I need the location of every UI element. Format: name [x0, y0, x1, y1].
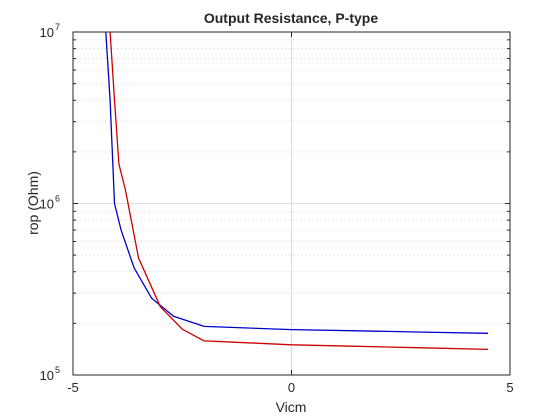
tick-marks	[72, 31, 511, 376]
y-tick-exponent: 6	[55, 194, 60, 204]
y-tick-base: 10	[40, 197, 54, 212]
x-axis-label: Vicm	[276, 399, 307, 415]
chart-title: Output Resistance, P-type	[204, 10, 378, 26]
grid	[72, 32, 511, 376]
y-tick-exponent: 7	[55, 22, 60, 32]
y-axis-label: rop (Ohm)	[25, 171, 41, 235]
y-tick-label: 10 7	[40, 22, 60, 40]
x-tick-label: 0	[288, 380, 295, 395]
x-tick-label: -5	[67, 380, 79, 395]
y-tick-base: 10	[40, 25, 54, 40]
series-line-1	[105, 32, 489, 334]
series-line-2	[109, 32, 489, 351]
y-tick-base: 10	[40, 368, 54, 383]
y-tick-exponent: 5	[55, 365, 60, 375]
y-tick-label: 10 6	[40, 194, 60, 212]
series-lines	[105, 32, 489, 351]
y-tick-label: 10 5	[40, 365, 60, 383]
x-tick-label: 5	[506, 380, 513, 395]
